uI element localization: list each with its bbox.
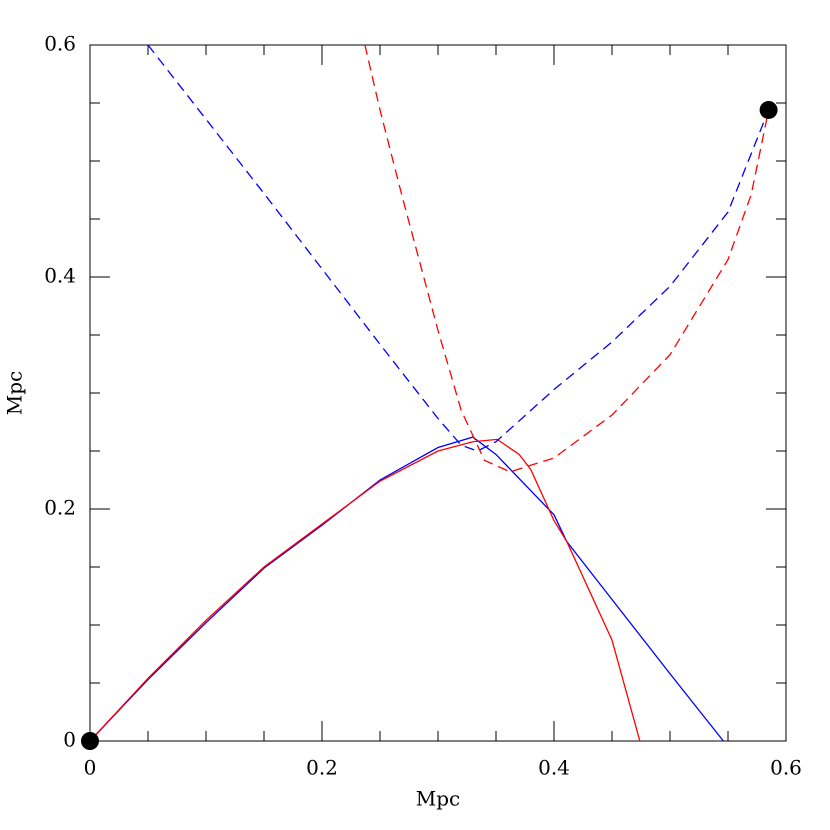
curve xyxy=(89,438,641,742)
y-tick-label: 0.6 xyxy=(44,32,76,56)
x-tick-label: 0.6 xyxy=(770,756,802,780)
x-axis-label: Mpc xyxy=(416,787,460,811)
plot-frame xyxy=(89,44,787,742)
y-tick-label: 0 xyxy=(63,728,76,752)
x-tick-label: 0 xyxy=(84,756,97,780)
curve xyxy=(147,44,770,452)
curve xyxy=(89,436,724,742)
y-tick-label: 0.2 xyxy=(44,496,76,520)
y-axis-label: Mpc xyxy=(3,371,27,415)
point-marker xyxy=(81,732,99,750)
x-tick-label: 0.4 xyxy=(538,756,570,780)
x-tick-label: 0.2 xyxy=(306,756,338,780)
point-marker xyxy=(759,100,778,119)
curve xyxy=(364,44,770,473)
y-tick-label: 0.4 xyxy=(44,264,76,288)
